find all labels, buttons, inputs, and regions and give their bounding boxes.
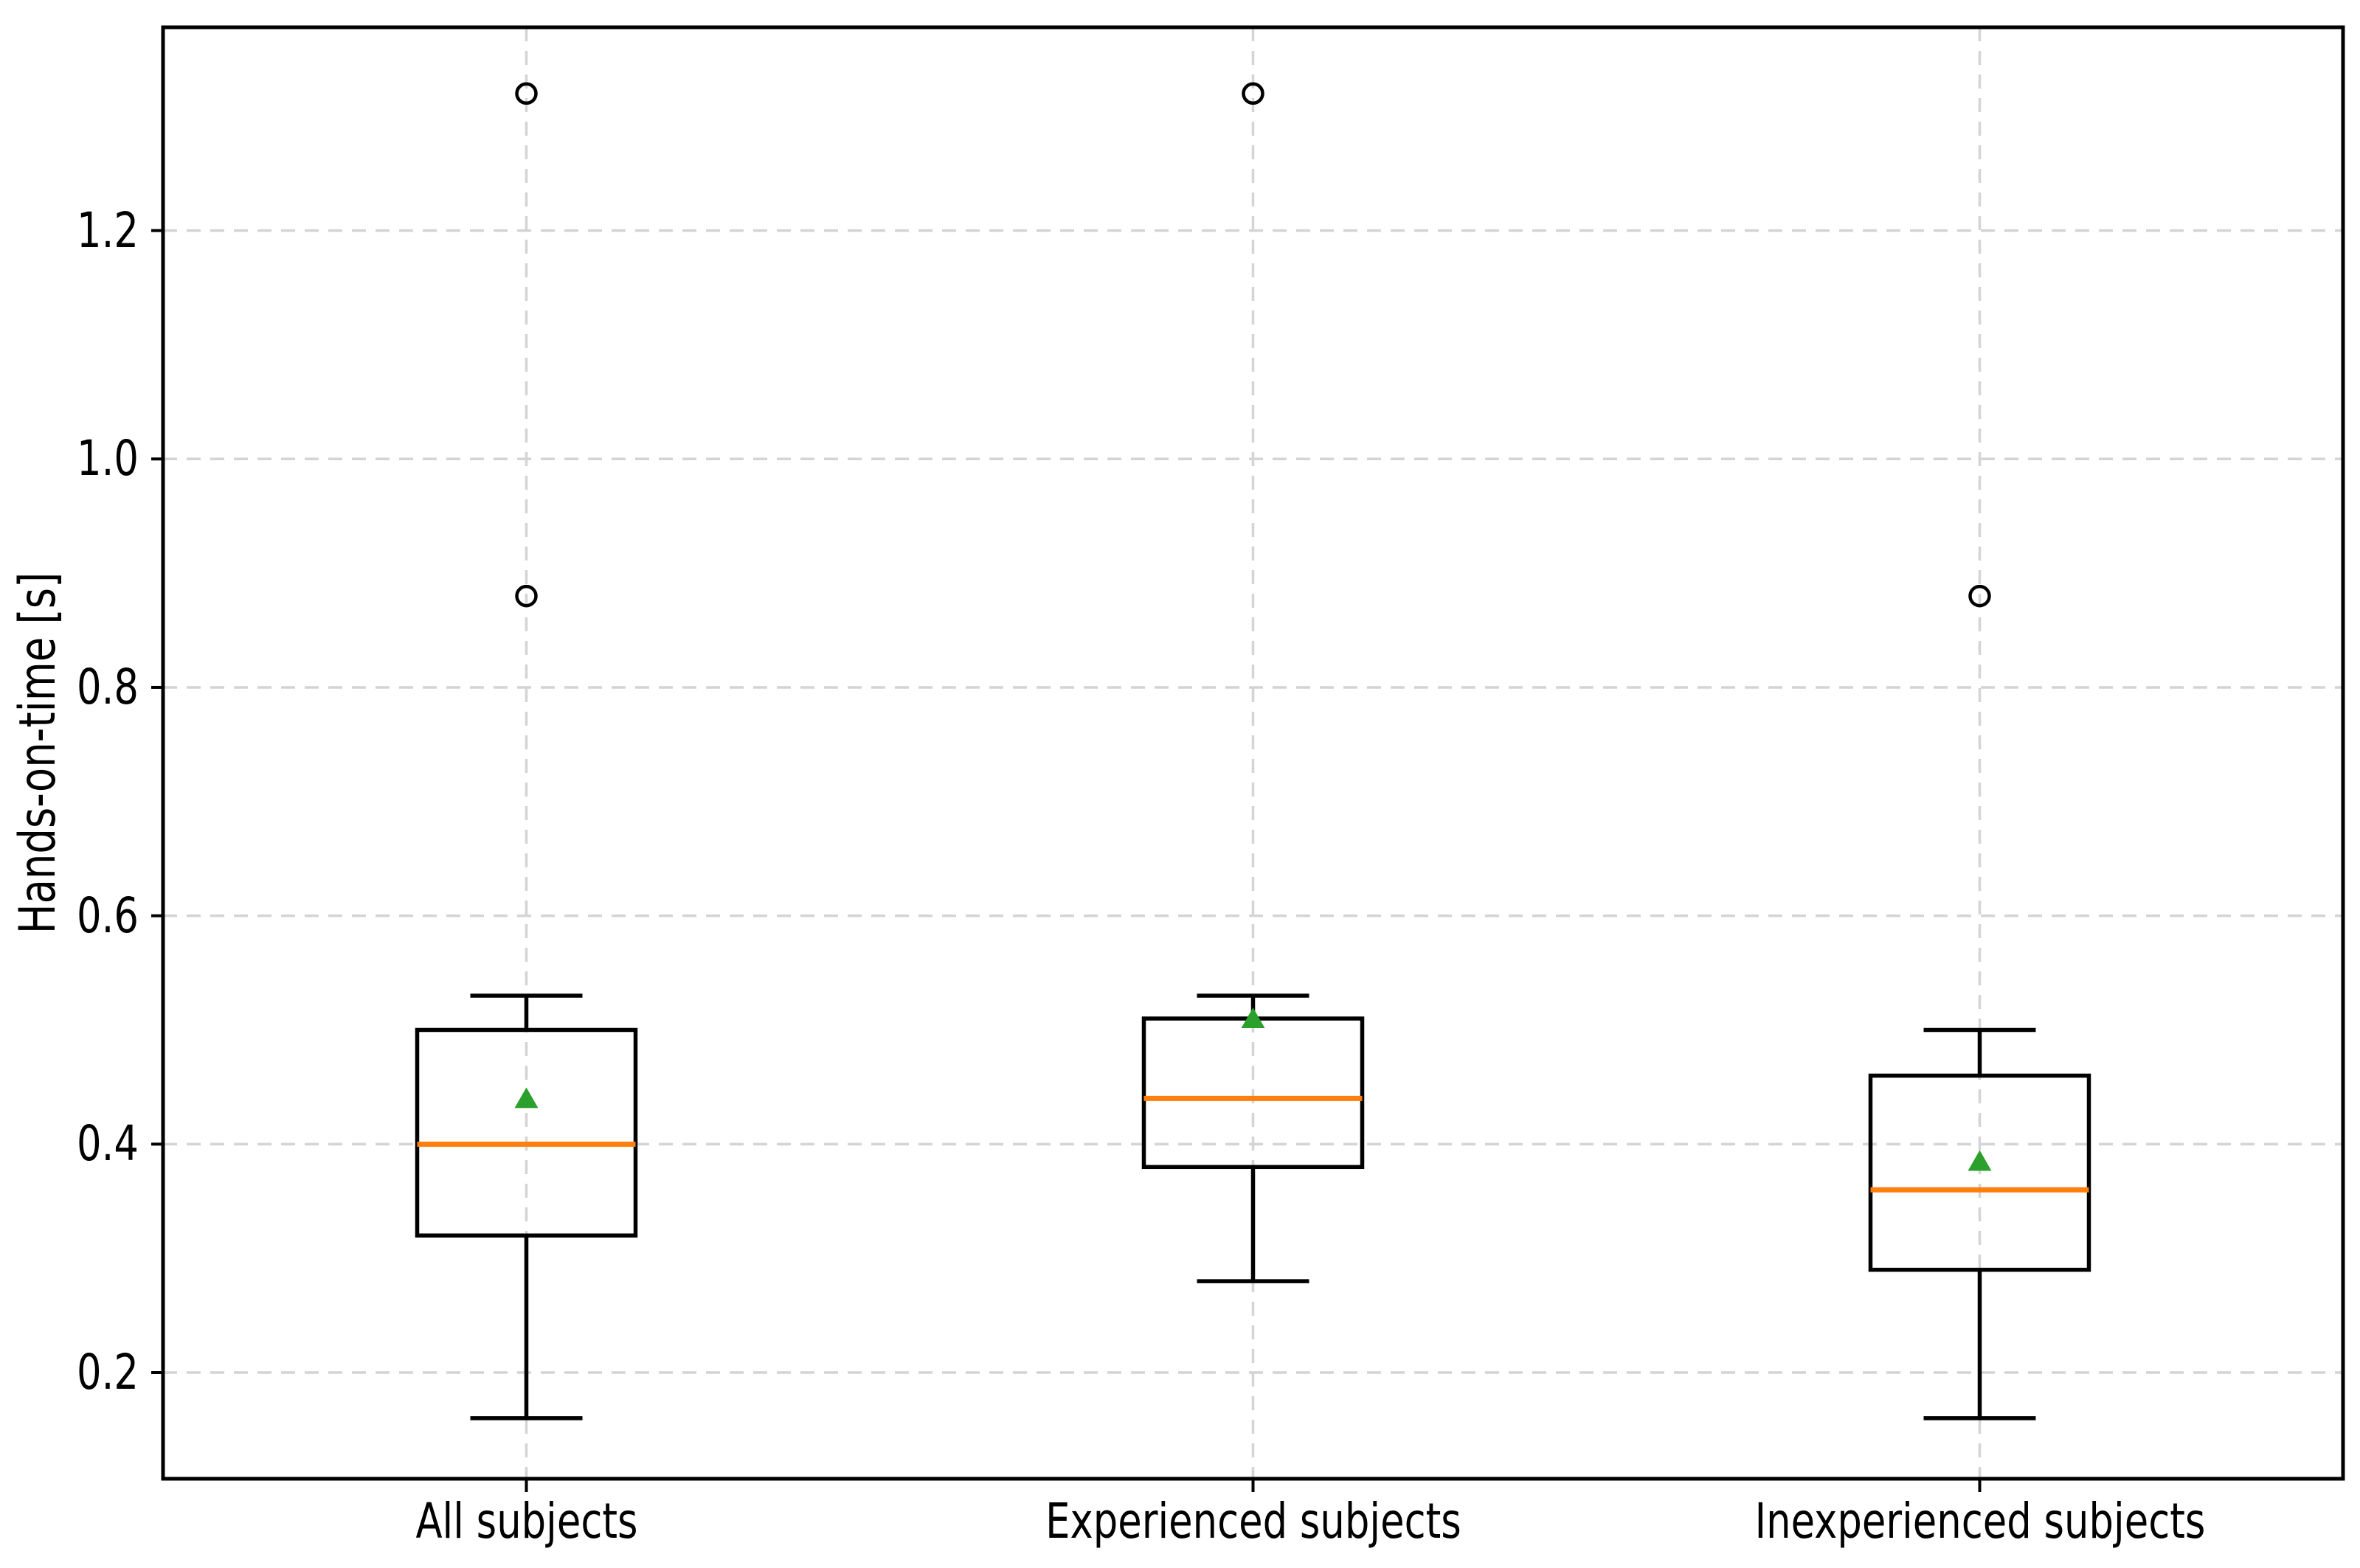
- outlier-point: [515, 82, 538, 105]
- box: [415, 1027, 638, 1238]
- mean-marker-icon: [1241, 1007, 1265, 1028]
- mean-marker-icon: [1968, 1150, 1992, 1171]
- outlier-point: [1968, 584, 1991, 608]
- mean-marker-icon: [514, 1087, 539, 1109]
- y-tick-label: 0.6: [77, 887, 139, 944]
- outlier-point: [515, 584, 538, 608]
- box: [1868, 1073, 2091, 1272]
- y-tick-label: 0.8: [77, 658, 139, 715]
- y-axis-label: Hands-on-time [s]: [9, 572, 67, 934]
- x-tick-label-experienced-subjects: Experienced subjects: [1045, 1493, 1461, 1550]
- x-tick-label-all-subjects: All subjects: [415, 1493, 638, 1550]
- outlier-point: [1242, 82, 1264, 105]
- y-tick-label: 1.0: [77, 430, 139, 488]
- y-tick-label: 0.2: [77, 1344, 139, 1401]
- x-tick-label-inexperienced-subjects: Inexperienced subjects: [1754, 1493, 2205, 1550]
- y-tick-label: 1.2: [77, 201, 139, 259]
- y-tick-label: 0.4: [77, 1115, 139, 1173]
